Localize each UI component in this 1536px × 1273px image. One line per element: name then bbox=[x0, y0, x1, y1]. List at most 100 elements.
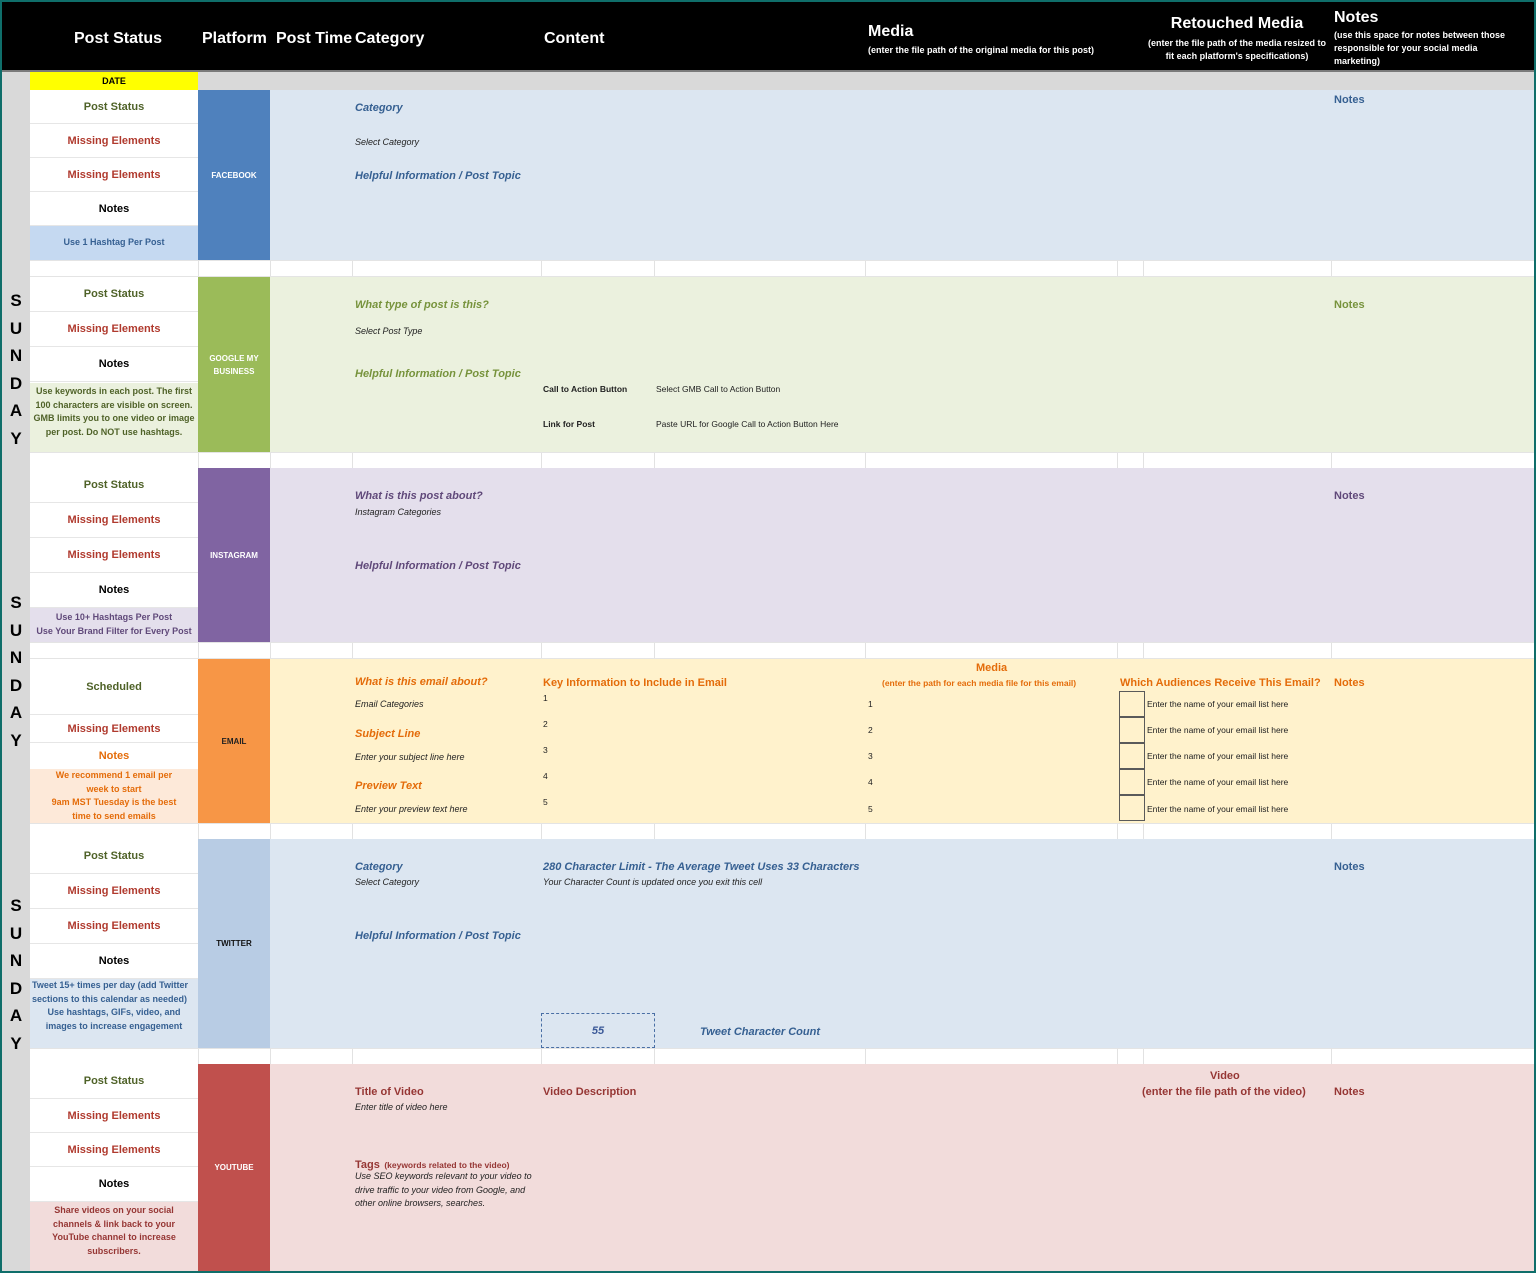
day-column bbox=[2, 90, 30, 1271]
notes-label: Notes bbox=[98, 750, 130, 762]
topic-label[interactable]: Helpful Information / Post Topic bbox=[355, 930, 521, 942]
key-info-label: Key Information to Include in Email bbox=[543, 677, 727, 689]
notes-cell[interactable]: Notes bbox=[1334, 299, 1365, 311]
topic-label[interactable]: Helpful Information / Post Topic bbox=[355, 368, 521, 380]
missing-elements-cell[interactable]: Missing Elements bbox=[30, 1099, 198, 1133]
audience-checkbox-5[interactable] bbox=[1119, 795, 1145, 821]
column-header-row: Post Status Platform Post Time Category … bbox=[2, 2, 1534, 72]
link-for-post-label: Link for Post bbox=[543, 419, 595, 429]
audience-checkbox-1[interactable] bbox=[1119, 691, 1145, 717]
youtube-status-column: Post Status Missing Elements Missing Ele… bbox=[30, 1064, 198, 1271]
youtube-tip: Share videos on your social channels & l… bbox=[30, 1202, 198, 1271]
topic-label[interactable]: Helpful Information / Post Topic bbox=[355, 560, 521, 572]
email-media-5[interactable]: 5 bbox=[868, 804, 873, 814]
preview-text-input[interactable]: Enter your preview text here bbox=[355, 804, 468, 814]
email-category-select[interactable]: Email Categories bbox=[355, 699, 424, 709]
notes-cell[interactable]: Notes bbox=[1334, 677, 1365, 689]
key-info-1[interactable]: 1 bbox=[543, 693, 548, 703]
category-label: Category bbox=[355, 861, 403, 873]
post-status-dropdown[interactable]: Post Status bbox=[30, 839, 198, 874]
subject-line-label: Subject Line bbox=[355, 728, 421, 740]
missing-elements-cell[interactable]: Missing Elements bbox=[30, 1133, 198, 1167]
instagram-category-select[interactable]: Instagram Categories bbox=[355, 507, 442, 517]
video-title-input[interactable]: Enter title of video here bbox=[355, 1102, 448, 1112]
audience-list-3[interactable]: Enter the name of your email list here bbox=[1147, 751, 1289, 761]
subject-line-input[interactable]: Enter your subject line here bbox=[355, 752, 465, 762]
post-status-dropdown[interactable]: Post Status bbox=[30, 277, 198, 312]
missing-elements-cell[interactable]: Missing Elements bbox=[30, 124, 198, 158]
date-cell[interactable]: DATE bbox=[30, 72, 198, 90]
topic-label[interactable]: Helpful Information / Post Topic bbox=[355, 170, 521, 182]
spacer-row bbox=[30, 1048, 1534, 1065]
twitter-content-band: Category Select Category Helpful Informa… bbox=[270, 839, 1534, 1048]
post-status-dropdown[interactable]: Post Status bbox=[30, 1064, 198, 1099]
missing-elements-cell[interactable]: Missing Elements bbox=[30, 874, 198, 909]
post-type-select[interactable]: Select Post Type bbox=[355, 326, 423, 336]
audience-list-5[interactable]: Enter the name of your email list here bbox=[1147, 804, 1289, 814]
email-about-label: What is this email about? bbox=[355, 676, 488, 688]
spacer-row bbox=[30, 642, 1534, 659]
missing-elements-cell[interactable]: Missing Elements bbox=[30, 715, 198, 743]
tweet-character-count: 55 bbox=[541, 1013, 655, 1048]
key-info-2[interactable]: 2 bbox=[543, 719, 548, 729]
email-tip: We recommend 1 email per week to start 9… bbox=[30, 769, 198, 823]
notes-cell[interactable]: Notes bbox=[1334, 1086, 1365, 1098]
tags-input[interactable]: Use SEO keywords relevant to your video … bbox=[355, 1171, 532, 1208]
date-strip bbox=[2, 72, 1534, 90]
post-status-dropdown[interactable]: Post Status bbox=[30, 90, 198, 124]
header-content: Content bbox=[544, 30, 605, 47]
notes-cell[interactable]: Notes bbox=[1334, 94, 1365, 106]
post-status-dropdown[interactable]: Post Status bbox=[30, 468, 198, 503]
instagram-tip: Use 10+ Hashtags Per Post Use Your Brand… bbox=[30, 608, 198, 642]
video-file-path-label[interactable]: (enter the file path of the video) bbox=[1142, 1086, 1306, 1098]
audience-checkbox-3[interactable] bbox=[1119, 743, 1145, 769]
email-status-column: Scheduled Missing Elements Notes We reco… bbox=[30, 659, 198, 823]
cta-button-select[interactable]: Select GMB Call to Action Button bbox=[656, 384, 781, 394]
missing-elements-cell[interactable]: Missing Elements bbox=[30, 538, 198, 573]
link-for-post-input[interactable]: Paste URL for Google Call to Action Butt… bbox=[656, 419, 839, 429]
gmb-status-column: Post Status Missing Elements Notes Use k… bbox=[30, 277, 198, 452]
video-label: Video bbox=[1210, 1070, 1240, 1082]
twitter-status-column: Post Status Missing Elements Missing Ele… bbox=[30, 839, 198, 1048]
email-media-1[interactable]: 1 bbox=[868, 699, 873, 709]
email-media-4[interactable]: 4 bbox=[868, 777, 873, 787]
email-media-sub: (enter the path for each media file for … bbox=[882, 678, 1077, 688]
audience-list-2[interactable]: Enter the name of your email list here bbox=[1147, 725, 1289, 735]
audience-list-1[interactable]: Enter the name of your email list here bbox=[1147, 699, 1289, 709]
audience-checkbox-2[interactable] bbox=[1119, 717, 1145, 743]
email-media-2[interactable]: 2 bbox=[868, 725, 873, 735]
tweet-character-count-label: Tweet Character Count bbox=[700, 1026, 821, 1038]
missing-elements-cell[interactable]: Missing Elements bbox=[30, 312, 198, 347]
audience-list-4[interactable]: Enter the name of your email list here bbox=[1147, 777, 1289, 787]
missing-elements-cell[interactable]: Missing Elements bbox=[30, 158, 198, 192]
key-info-5[interactable]: 5 bbox=[543, 797, 548, 807]
cta-button-label: Call to Action Button bbox=[543, 384, 628, 394]
facebook-content-band: Category Select Category Helpful Informa… bbox=[270, 90, 1534, 260]
gmb-content-band: What type of post is this? Select Post T… bbox=[270, 277, 1534, 452]
category-select[interactable]: Select Category bbox=[355, 137, 420, 147]
notes-cell[interactable]: Notes bbox=[1334, 861, 1365, 873]
header-notes: Notes bbox=[1334, 9, 1379, 26]
key-info-4[interactable]: 4 bbox=[543, 771, 548, 781]
missing-elements-cell[interactable]: Missing Elements bbox=[30, 909, 198, 944]
post-status-dropdown[interactable]: Scheduled bbox=[30, 659, 198, 715]
spacer-row bbox=[30, 260, 1534, 277]
category-select[interactable]: Select Category bbox=[355, 877, 420, 887]
youtube-content-band: Title of Video Enter title of video here… bbox=[270, 1064, 1534, 1271]
video-description-label[interactable]: Video Description bbox=[543, 1086, 637, 1098]
notes-cell[interactable]: Notes bbox=[1334, 490, 1365, 502]
platform-twitter: TWITTER bbox=[198, 839, 270, 1048]
audience-checkbox-4[interactable] bbox=[1119, 769, 1145, 795]
platform-email: EMAIL bbox=[198, 659, 270, 823]
key-info-3[interactable]: 3 bbox=[543, 745, 548, 755]
post-about-label: What is this post about? bbox=[355, 490, 483, 502]
email-media-3[interactable]: 3 bbox=[868, 751, 873, 761]
header-media-sub: (enter the file path of the original med… bbox=[868, 45, 1095, 55]
platform-google-my-business: GOOGLE MY BUSINESS bbox=[198, 277, 270, 452]
missing-elements-cell[interactable]: Missing Elements bbox=[30, 503, 198, 538]
facebook-status-column: Post Status Missing Elements Missing Ele… bbox=[30, 90, 198, 260]
instagram-content-band: What is this post about? Instagram Categ… bbox=[270, 468, 1534, 642]
